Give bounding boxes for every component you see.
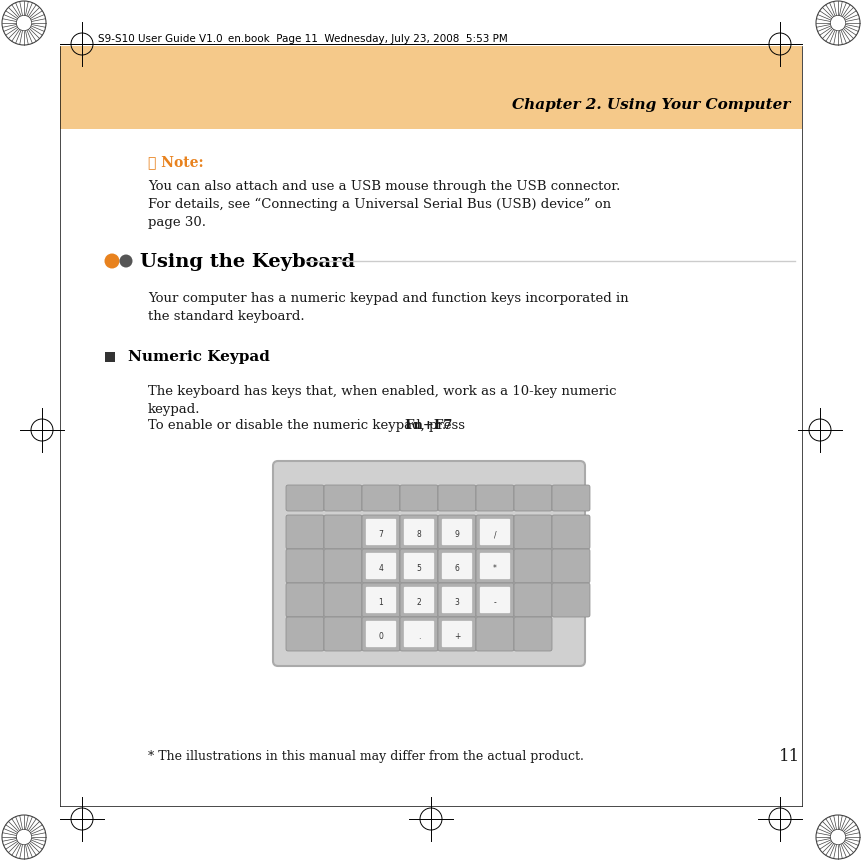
Text: 4: 4 [378, 563, 383, 573]
FancyBboxPatch shape [362, 583, 400, 617]
FancyBboxPatch shape [551, 516, 589, 549]
FancyBboxPatch shape [403, 519, 434, 546]
Text: page 30.: page 30. [148, 215, 206, 228]
FancyBboxPatch shape [403, 553, 434, 579]
Text: Chapter 2. Using Your Computer: Chapter 2. Using Your Computer [511, 98, 789, 112]
FancyBboxPatch shape [286, 583, 324, 617]
FancyBboxPatch shape [403, 587, 434, 614]
Text: *: * [492, 563, 496, 573]
FancyBboxPatch shape [437, 516, 475, 549]
Text: 0: 0 [378, 631, 383, 641]
FancyBboxPatch shape [475, 549, 513, 583]
FancyBboxPatch shape [365, 587, 396, 614]
FancyBboxPatch shape [437, 486, 475, 511]
FancyBboxPatch shape [441, 621, 472, 647]
Text: 2: 2 [416, 598, 421, 606]
FancyBboxPatch shape [365, 553, 396, 579]
FancyBboxPatch shape [513, 617, 551, 651]
FancyBboxPatch shape [286, 486, 324, 511]
Text: .: . [442, 418, 446, 431]
FancyBboxPatch shape [362, 617, 400, 651]
Text: 7: 7 [378, 530, 383, 538]
Text: 11: 11 [778, 747, 800, 765]
Bar [105, 353, 115, 362]
FancyBboxPatch shape [362, 549, 400, 583]
FancyBboxPatch shape [475, 617, 513, 651]
FancyBboxPatch shape [324, 486, 362, 511]
Text: 6: 6 [454, 563, 459, 573]
FancyBboxPatch shape [403, 621, 434, 647]
FancyBboxPatch shape [437, 583, 475, 617]
Text: 3: 3 [454, 598, 459, 606]
FancyBboxPatch shape [441, 587, 472, 614]
FancyBboxPatch shape [400, 516, 437, 549]
Text: /: / [493, 530, 496, 538]
FancyBboxPatch shape [400, 617, 437, 651]
FancyBboxPatch shape [324, 549, 362, 583]
Text: Your computer has a numeric keypad and function keys incorporated in: Your computer has a numeric keypad and f… [148, 291, 628, 304]
Text: 9: 9 [454, 530, 459, 538]
Text: Fn+F7: Fn+F7 [404, 418, 452, 431]
Text: Using the Keyboard: Using the Keyboard [139, 253, 355, 270]
FancyBboxPatch shape [437, 617, 475, 651]
Text: the standard keyboard.: the standard keyboard. [148, 309, 304, 322]
FancyBboxPatch shape [475, 516, 513, 549]
Text: 5: 5 [416, 563, 421, 573]
Text: * The illustrations in this manual may differ from the actual product.: * The illustrations in this manual may d… [148, 750, 583, 763]
Text: 1: 1 [378, 598, 383, 606]
FancyBboxPatch shape [551, 486, 589, 511]
Text: You can also attach and use a USB mouse through the USB connector.: You can also attach and use a USB mouse … [148, 179, 620, 192]
Circle shape [120, 255, 133, 268]
FancyBboxPatch shape [475, 583, 513, 617]
FancyBboxPatch shape [324, 617, 362, 651]
FancyBboxPatch shape [286, 516, 324, 549]
Circle shape [104, 254, 120, 269]
Text: S9-S10 User Guide V1.0_en.book  Page 11  Wednesday, July 23, 2008  5:53 PM: S9-S10 User Guide V1.0_en.book Page 11 W… [98, 34, 507, 45]
FancyBboxPatch shape [513, 516, 551, 549]
FancyBboxPatch shape [513, 583, 551, 617]
Text: keypad.: keypad. [148, 402, 201, 415]
FancyBboxPatch shape [551, 549, 589, 583]
FancyBboxPatch shape [400, 549, 437, 583]
FancyBboxPatch shape [441, 553, 472, 579]
FancyBboxPatch shape [273, 461, 585, 666]
FancyBboxPatch shape [324, 516, 362, 549]
FancyBboxPatch shape [441, 519, 472, 546]
Text: -: - [493, 598, 496, 606]
Text: For details, see “Connecting a Universal Serial Bus (USB) device” on: For details, see “Connecting a Universal… [148, 197, 610, 210]
FancyBboxPatch shape [400, 486, 437, 511]
FancyBboxPatch shape [513, 549, 551, 583]
FancyBboxPatch shape [437, 549, 475, 583]
Text: 8: 8 [416, 530, 421, 538]
FancyBboxPatch shape [365, 519, 396, 546]
FancyBboxPatch shape [475, 486, 513, 511]
FancyBboxPatch shape [60, 47, 801, 130]
FancyBboxPatch shape [362, 516, 400, 549]
Text: ❖ Note:: ❖ Note: [148, 155, 203, 169]
Text: .: . [418, 631, 419, 641]
FancyBboxPatch shape [479, 519, 510, 546]
FancyBboxPatch shape [400, 583, 437, 617]
FancyBboxPatch shape [551, 583, 589, 617]
Text: Numeric Keypad: Numeric Keypad [127, 350, 269, 363]
FancyBboxPatch shape [286, 549, 324, 583]
Text: +: + [453, 631, 460, 641]
FancyBboxPatch shape [479, 587, 510, 614]
FancyBboxPatch shape [479, 553, 510, 579]
FancyBboxPatch shape [286, 617, 324, 651]
FancyBboxPatch shape [513, 486, 551, 511]
FancyBboxPatch shape [362, 486, 400, 511]
Text: The keyboard has keys that, when enabled, work as a 10-key numeric: The keyboard has keys that, when enabled… [148, 384, 616, 397]
Text: To enable or disable the numeric keypad, press: To enable or disable the numeric keypad,… [148, 418, 468, 431]
FancyBboxPatch shape [365, 621, 396, 647]
FancyBboxPatch shape [324, 583, 362, 617]
